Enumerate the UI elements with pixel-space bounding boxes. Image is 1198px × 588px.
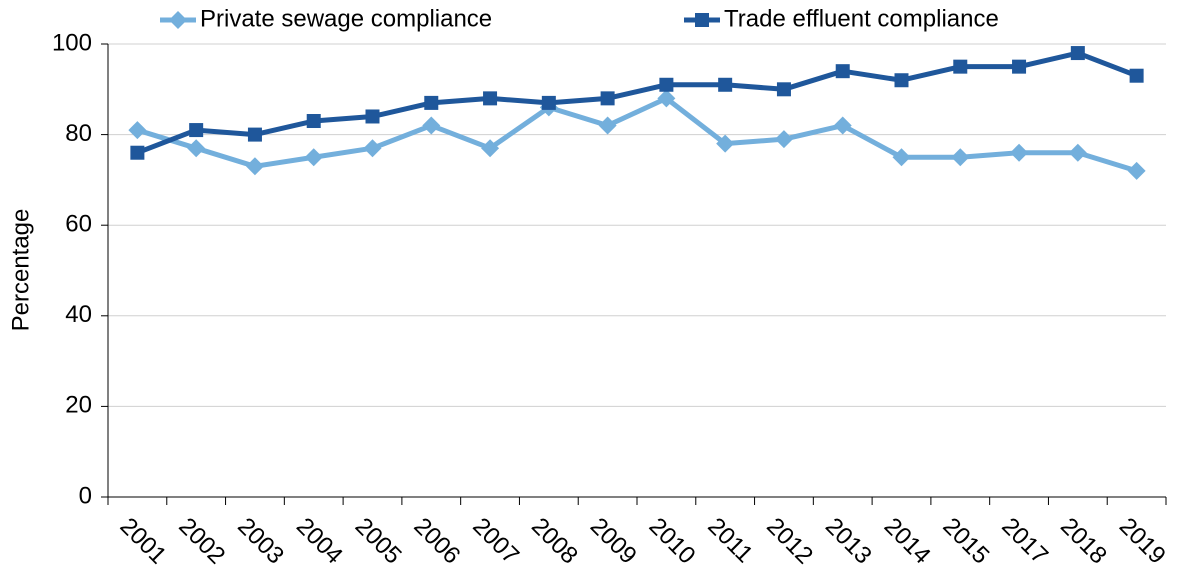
data-point [835,64,850,79]
legend-marker [695,13,709,27]
data-point [187,139,206,158]
y-tick-label: 60 [65,211,92,238]
y-tick-label: 40 [65,301,92,328]
data-point [541,95,556,110]
x-tick-label: 2015 [938,513,995,570]
legend-label: Trade effluent compliance [724,5,999,32]
legend-marker [169,11,187,29]
data-point [659,77,674,92]
data-point [892,148,911,167]
x-tick-label: 2013 [820,513,877,570]
data-point [1010,143,1029,162]
x-tick-label: 2011 [702,513,758,569]
data-point [600,91,615,106]
data-point [657,89,676,108]
x-tick-label: 2017 [996,513,1053,570]
data-point [718,77,733,92]
data-point [481,139,500,158]
series-line [136,95,1138,174]
data-point [245,157,264,176]
data-point [598,116,617,135]
y-tick-label: 80 [65,120,92,147]
data-point [1127,161,1146,180]
x-tick-label: 2005 [350,513,407,570]
data-point [776,82,791,97]
data-point [953,59,968,74]
x-tick-label: 2012 [761,513,818,570]
data-point [130,145,145,160]
data-point [774,130,793,149]
x-tick-label: 2001 [115,513,172,570]
y-axis-label: Percentage [7,209,34,332]
data-point [128,121,147,140]
data-point [1070,46,1085,61]
x-tick-label: 2019 [1114,513,1171,570]
y-tick-label: 0 [79,482,92,509]
data-point [365,109,380,124]
series-line [136,50,1138,156]
x-tick-label: 2004 [291,513,348,570]
data-point [1012,59,1027,74]
x-tick-label: 2003 [232,513,289,570]
data-point [1068,143,1087,162]
data-point [306,114,321,129]
y-tick-label: 100 [52,29,92,56]
data-point [483,91,498,106]
data-point [1129,68,1144,83]
x-tick-label: 2014 [879,513,936,570]
data-point [951,148,970,167]
data-point [424,95,439,110]
x-tick-label: 2009 [585,513,642,570]
data-point [304,148,323,167]
x-tick-label: 2008 [526,513,583,570]
x-tick-label: 2006 [409,513,466,570]
data-point [894,73,909,88]
data-point [833,116,852,135]
y-tick-label: 20 [65,392,92,419]
x-tick-label: 2018 [1055,513,1112,570]
data-point [716,134,735,153]
legend-label: Private sewage compliance [200,5,492,32]
data-point [422,116,441,135]
x-tick-label: 2007 [467,513,524,570]
data-point [363,139,382,158]
x-tick-label: 2002 [173,513,230,570]
x-tick-label: 2010 [644,513,701,570]
data-point [189,123,204,138]
data-point [247,127,262,142]
